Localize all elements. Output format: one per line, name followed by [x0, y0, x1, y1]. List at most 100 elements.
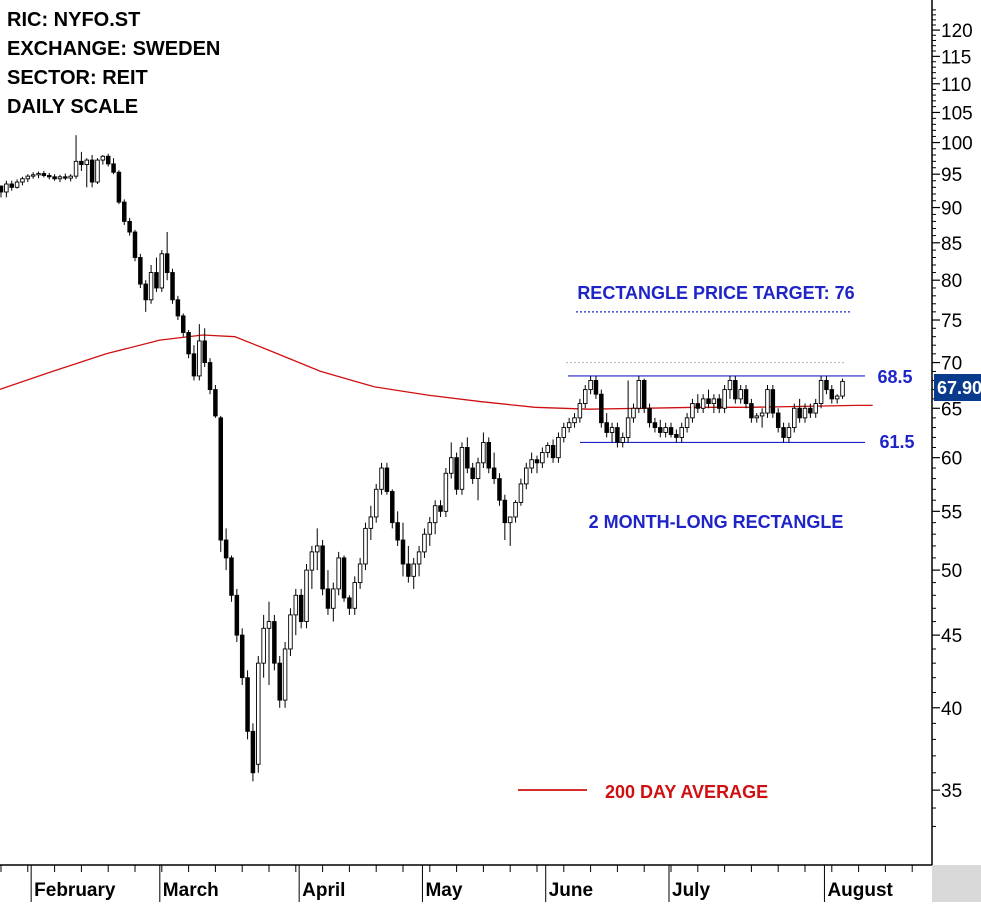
candle-body-down — [502, 499, 508, 524]
candle — [68, 174, 73, 182]
candle — [341, 555, 347, 602]
candle-body-down — [320, 545, 325, 590]
candle — [454, 452, 459, 495]
candle — [716, 394, 722, 414]
candle-body-up — [73, 160, 79, 177]
ma-legend-label: 200 DAY AVERAGE — [605, 782, 768, 802]
candle-body-down — [191, 353, 197, 377]
candle — [272, 614, 277, 671]
candle — [507, 516, 513, 546]
candle-body-down — [341, 557, 347, 599]
candle — [534, 455, 540, 474]
candle — [368, 505, 374, 541]
candle — [550, 439, 556, 463]
candle-body-down — [239, 634, 245, 679]
candle — [620, 432, 626, 448]
candle-body-up — [84, 159, 90, 165]
candle — [400, 522, 406, 577]
candle — [293, 588, 299, 636]
candle-body-up — [834, 395, 840, 400]
candle — [615, 422, 620, 448]
candle — [545, 442, 550, 458]
candle — [786, 422, 792, 443]
candle — [4, 180, 9, 198]
candle-body-down — [400, 539, 406, 565]
candle-body-up — [507, 516, 513, 524]
candle-body-up — [840, 380, 845, 397]
candle — [186, 329, 191, 359]
candle — [813, 398, 818, 418]
candle — [395, 511, 400, 546]
candle — [540, 447, 545, 469]
candle-body-up — [368, 516, 374, 529]
candle-body-down — [89, 159, 95, 183]
candle — [609, 422, 615, 443]
candle — [502, 494, 508, 541]
candle-body-down — [52, 176, 57, 180]
scale-label: DAILY SCALE — [7, 96, 139, 118]
y-tick-label: 115 — [941, 47, 971, 68]
candle-body-up — [572, 417, 577, 424]
candle — [223, 528, 229, 571]
candle-body-up — [625, 417, 631, 438]
candle-body-up — [197, 340, 202, 377]
month-label: August — [827, 880, 893, 901]
candle-body-down — [599, 393, 604, 424]
candle-body-down — [781, 427, 786, 438]
candle-body-up — [30, 174, 36, 177]
candle — [170, 268, 175, 304]
candle — [470, 462, 475, 484]
candle — [700, 394, 706, 414]
y-tick-label: 100 — [941, 134, 973, 155]
candle — [631, 403, 636, 423]
candle-body-up — [754, 415, 760, 419]
candle — [207, 358, 213, 395]
month-label: June — [549, 880, 593, 901]
candle — [668, 422, 674, 438]
candle — [9, 180, 14, 191]
candle — [582, 385, 588, 409]
candle — [438, 500, 443, 517]
candle-body-up — [792, 407, 797, 429]
candle — [427, 516, 433, 546]
candle — [775, 408, 781, 433]
last-price-label: 67.90 — [937, 378, 981, 398]
candle — [808, 403, 813, 418]
candle-body-down — [716, 398, 722, 409]
candle — [100, 155, 106, 165]
candle — [197, 324, 202, 381]
candle — [0, 185, 4, 198]
candle-body-up — [518, 483, 524, 503]
candle-body-up — [609, 427, 615, 433]
candle — [159, 250, 165, 292]
candle-body-up — [57, 176, 63, 180]
candle — [373, 483, 379, 523]
candle-body-down — [164, 253, 170, 273]
candle — [390, 489, 395, 529]
candle — [684, 413, 690, 433]
candle — [749, 398, 754, 423]
candle-body-down — [213, 389, 218, 417]
y-tick-label: 75 — [941, 311, 962, 332]
candle — [298, 588, 304, 629]
candle — [770, 385, 776, 418]
candle-body-up — [331, 588, 336, 609]
candle — [829, 385, 835, 404]
candle — [625, 380, 631, 443]
candle-body-up — [261, 627, 266, 664]
candle-body-up — [475, 462, 481, 480]
candle — [57, 174, 63, 183]
candle-body-down — [175, 299, 181, 317]
candle — [658, 419, 663, 438]
candle-body-up — [309, 551, 315, 571]
candle — [422, 528, 427, 558]
month-label: March — [163, 880, 219, 901]
candle-body-up — [411, 563, 416, 577]
candle — [79, 151, 84, 171]
candle-body-down — [824, 380, 829, 391]
candle — [556, 432, 561, 463]
candle-body-up — [700, 398, 706, 409]
candle — [475, 457, 481, 501]
candle — [518, 478, 524, 506]
